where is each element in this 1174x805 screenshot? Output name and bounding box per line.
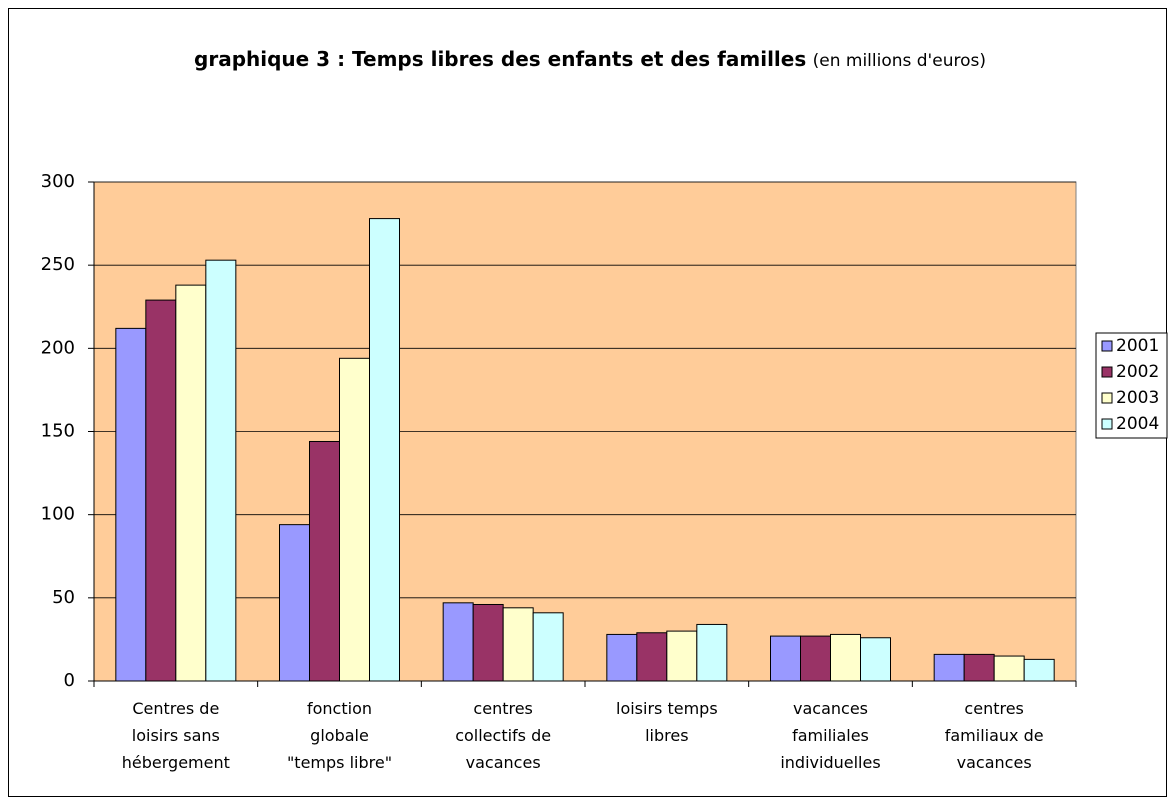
bar (860, 637, 891, 682)
bar (502, 607, 534, 682)
bar (115, 327, 147, 682)
bar (830, 633, 861, 682)
bar (770, 635, 801, 682)
bar (993, 655, 1025, 682)
y-tick-label: 0 (64, 670, 75, 691)
y-tick-label: 100 (41, 504, 75, 525)
bar (696, 623, 728, 682)
bar (933, 653, 965, 682)
x-tick-label: Centres de loisirs sans hébergement (121, 699, 230, 772)
y-tick-label: 200 (41, 337, 75, 358)
x-tick-label: centres collectifs de vacances (455, 699, 552, 772)
legend-swatch (1101, 392, 1113, 404)
x-tick-label: vacances familiales individuelles (780, 699, 881, 772)
x-tick-label: fonction globale "temps libre" (286, 699, 393, 772)
bar (963, 653, 995, 682)
bar (636, 632, 668, 682)
legend-label: 2004 (1116, 414, 1159, 434)
legend-label: 2003 (1116, 388, 1159, 408)
bar (800, 635, 831, 682)
bar (666, 630, 698, 682)
bar (205, 259, 237, 682)
bar (532, 612, 564, 682)
chart-title: graphique 3 : Temps libres des enfants e… (194, 47, 807, 71)
x-tick-label: centres familiaux de vacances (944, 699, 1044, 772)
bar (175, 284, 207, 682)
bar (606, 633, 638, 682)
bar (279, 524, 310, 682)
legend-swatch (1101, 340, 1113, 352)
legend-label: 2002 (1116, 362, 1159, 382)
legend-label: 2001 (1116, 336, 1159, 356)
x-tick-label: loisirs temps libres (616, 699, 718, 745)
bar (472, 603, 504, 682)
bar (442, 602, 474, 682)
bar (1023, 658, 1055, 682)
y-tick-label: 150 (41, 421, 75, 442)
chart-subtitle: (en millions d'euros) (812, 51, 986, 71)
bar (145, 299, 177, 682)
bar (309, 440, 340, 682)
y-tick-label: 250 (41, 254, 75, 275)
y-tick-label: 50 (52, 587, 75, 608)
legend-swatch (1101, 366, 1113, 378)
legend-swatch (1101, 418, 1113, 430)
bar (369, 218, 400, 682)
title-block: graphique 3 : Temps libres des enfants e… (130, 42, 1050, 78)
y-tick-label: 300 (41, 171, 75, 192)
bar (339, 357, 370, 682)
